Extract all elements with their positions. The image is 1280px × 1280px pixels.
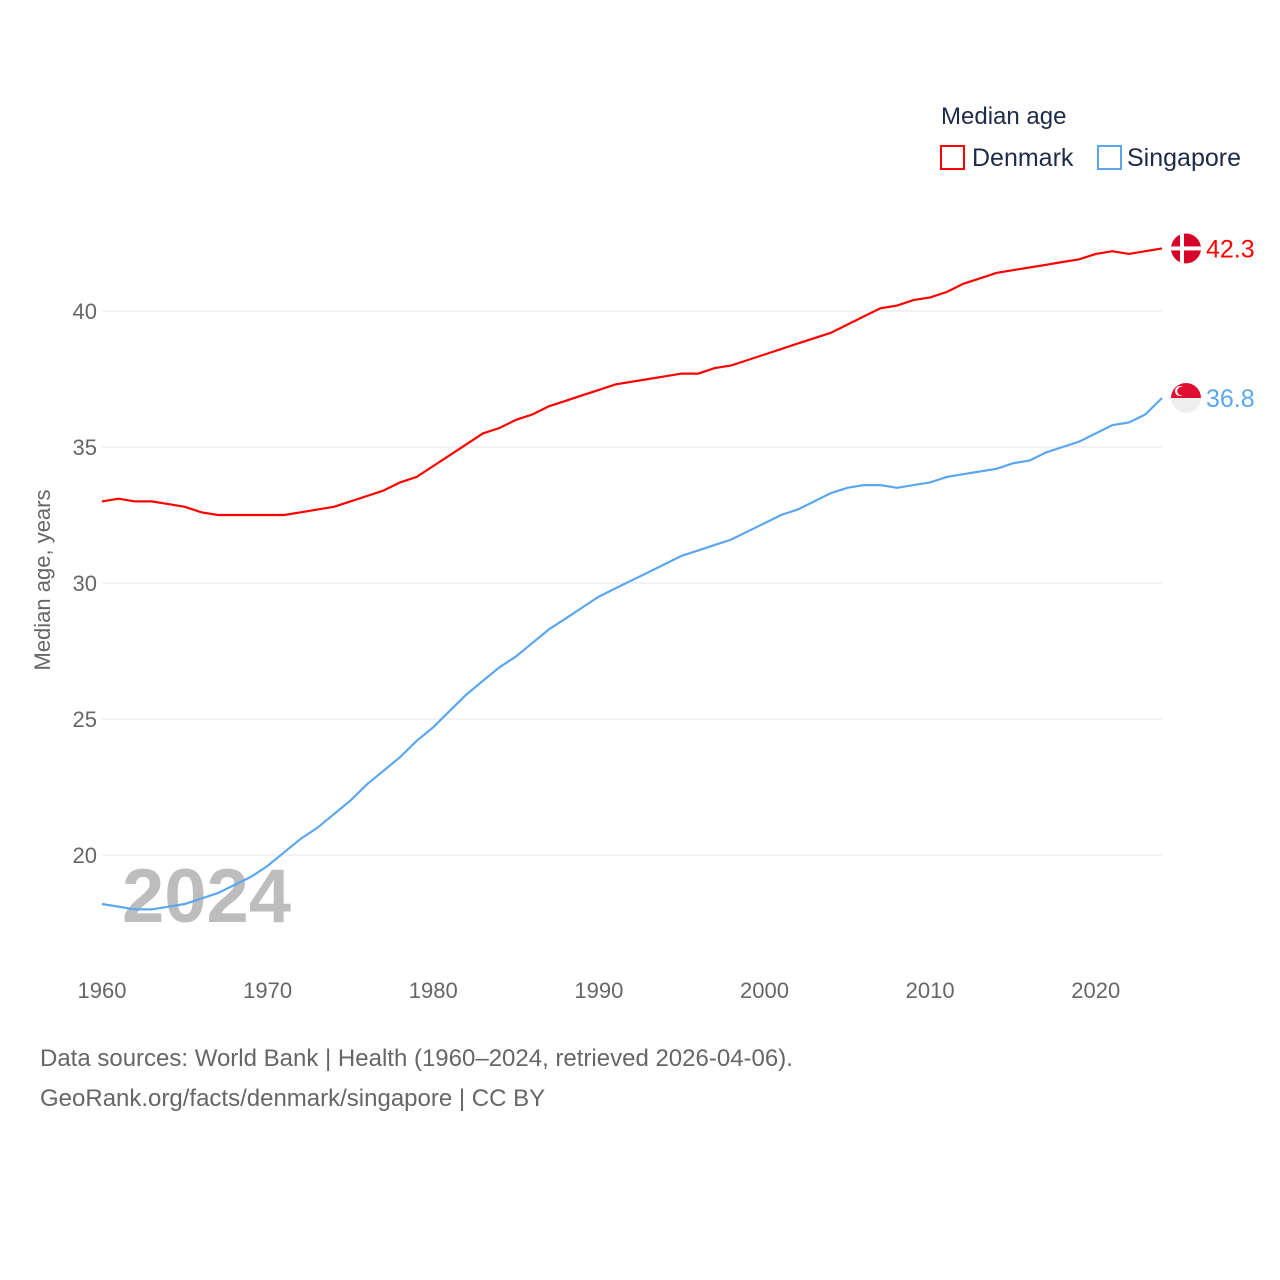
legend-label-denmark[interactable]: Denmark — [972, 144, 1074, 172]
x-tick-label: 1980 — [409, 978, 458, 1003]
end-value-label-singapore: 36.8 — [1206, 385, 1255, 413]
legend-label-singapore[interactable]: Singapore — [1127, 144, 1241, 172]
x-tick-label: 1990 — [574, 978, 623, 1003]
x-tick-label: 1960 — [78, 978, 127, 1003]
flag-icon-singapore — [1171, 383, 1201, 414]
y-axis-label: Median age, years — [30, 490, 55, 671]
end-value-label-denmark: 42.3 — [1206, 235, 1255, 263]
x-tick-label: 2010 — [906, 978, 955, 1003]
y-tick-label: 20 — [73, 843, 97, 868]
legend-title: Median age — [941, 103, 1066, 130]
legend-swatch-singapore[interactable] — [1097, 145, 1122, 170]
x-tick-label: 2000 — [740, 978, 789, 1003]
legend: Median age Denmark Singapore — [940, 103, 1241, 172]
y-tick-label: 30 — [73, 571, 97, 596]
footer-credit[interactable]: GeoRank.org/facts/denmark/singapore | CC… — [40, 1085, 546, 1112]
x-tick-label: 1970 — [243, 978, 292, 1003]
series-line-denmark[interactable] — [101, 247, 1163, 517]
y-tick-label: 40 — [73, 299, 97, 324]
footer-sources: Data sources: World Bank | Health (1960–… — [40, 1045, 793, 1072]
legend-swatch-denmark[interactable] — [940, 145, 965, 170]
y-tick-label: 35 — [73, 435, 97, 460]
series-line-singapore[interactable] — [101, 397, 1163, 911]
x-tick-label: 2020 — [1071, 978, 1120, 1003]
y-tick-label: 25 — [73, 707, 97, 732]
flag-icon-denmark — [1171, 233, 1201, 264]
